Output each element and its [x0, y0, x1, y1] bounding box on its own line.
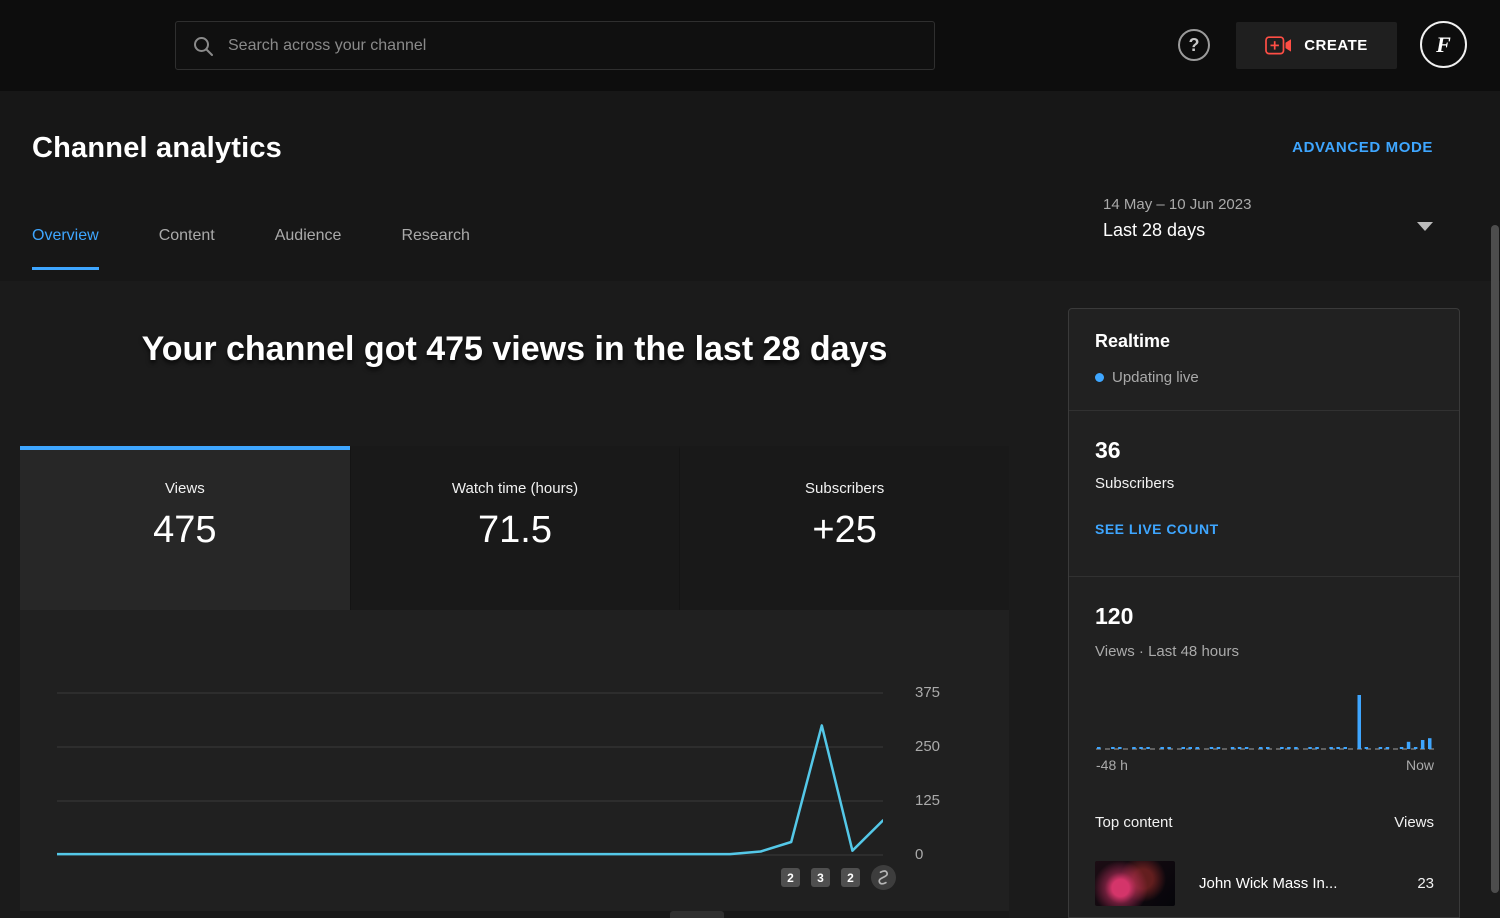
see-live-count-link[interactable]: SEE LIVE COUNT [1095, 521, 1219, 537]
realtime-subscribers-value: 36 [1095, 437, 1121, 463]
y-tick-label: 250 [915, 738, 941, 755]
y-tick-label: 0 [915, 846, 924, 863]
shorts-marker-badge[interactable] [871, 865, 896, 890]
realtime-card: Realtime Updating live 36 Subscribers SE… [1068, 308, 1460, 918]
realtime-subscribers-label: Subscribers [1095, 475, 1175, 492]
metric-card-views[interactable]: Views 475 [20, 446, 350, 610]
search-box[interactable] [175, 21, 935, 70]
page-title: Channel analytics [32, 132, 282, 164]
video-views: 23 [1417, 875, 1434, 892]
realtime-title: Realtime [1095, 331, 1171, 351]
date-range-picker[interactable]: 14 May – 10 Jun 2023 Last 28 days [1103, 196, 1443, 241]
axis-label-start: -48 h [1096, 757, 1128, 773]
top-content-label: Top content [1095, 814, 1173, 831]
topbar: ? CREATE F [0, 0, 1500, 91]
realtime-views-value: 120 [1095, 603, 1134, 629]
chart-marker-badges: 2 3 2 [781, 868, 860, 887]
x-axis-scroll-cut [20, 911, 1009, 918]
analytics-tabs: Overview Content Audience Research [32, 227, 470, 270]
metric-label: Watch time (hours) [451, 480, 579, 497]
realtime-views-label: Views · Last 48 hours [1095, 643, 1239, 660]
tab-overview[interactable]: Overview [32, 227, 99, 270]
create-button[interactable]: CREATE [1236, 22, 1397, 69]
metric-label: Subscribers [805, 480, 885, 497]
chart-marker-badge[interactable]: 3 [811, 868, 830, 887]
advanced-mode-link[interactable]: ADVANCED MODE [1292, 139, 1433, 156]
realtime-status-text: Updating live [1112, 369, 1199, 386]
live-dot-icon [1095, 373, 1104, 382]
search-icon [192, 35, 214, 57]
top-content-item[interactable]: John Wick Mass In... 23 [1095, 861, 1434, 906]
shorts-icon [877, 870, 890, 885]
metric-card-subscribers[interactable]: Subscribers +25 [679, 446, 1009, 610]
avatar[interactable]: F [1420, 21, 1467, 68]
overview-panel: Views 475 Watch time (hours) 71.5 Subscr… [20, 446, 1009, 918]
metric-value: 71.5 [478, 509, 552, 551]
metric-value: 475 [153, 509, 217, 551]
avatar-letter: F [1436, 31, 1451, 57]
top-content-views-label: Views [1394, 814, 1434, 831]
divider [1069, 410, 1459, 411]
realtime-bar-chart [1096, 695, 1434, 750]
video-thumbnail [1095, 861, 1175, 906]
tab-audience[interactable]: Audience [274, 227, 342, 244]
metric-label: Views [164, 480, 205, 497]
search-input[interactable] [228, 36, 934, 55]
metric-cards: Views 475 Watch time (hours) 71.5 Subscr… [20, 446, 1009, 610]
realtime-status: Updating live [1095, 369, 1199, 386]
x-axis-scroll-handle[interactable] [670, 911, 724, 918]
views-line-chart [57, 692, 883, 856]
create-button-label: CREATE [1304, 37, 1368, 54]
y-tick-label: 125 [915, 792, 941, 809]
video-camera-plus-icon [1265, 36, 1292, 55]
top-content-header: Top content Views [1095, 814, 1434, 831]
help-button[interactable]: ? [1178, 29, 1210, 61]
tab-content[interactable]: Content [158, 227, 215, 244]
realtime-axis: -48 h Now [1096, 757, 1434, 773]
video-title: John Wick Mass In... [1199, 875, 1338, 892]
help-icon: ? [1188, 34, 1200, 55]
page-scrollbar[interactable] [1491, 225, 1499, 893]
metric-value: +25 [812, 509, 877, 551]
date-range-text: 14 May – 10 Jun 2023 [1103, 196, 1252, 213]
divider [1069, 576, 1459, 577]
date-preset-text: Last 28 days [1103, 220, 1206, 240]
views-headline: Your channel got 475 views in the last 2… [141, 330, 888, 368]
y-tick-label: 375 [915, 684, 941, 701]
analytics-header: Channel analytics ADVANCED MODE 14 May –… [0, 91, 1500, 281]
chart-marker-badge[interactable]: 2 [841, 868, 860, 887]
axis-label-end: Now [1405, 757, 1434, 773]
chart-marker-badge[interactable]: 2 [781, 868, 800, 887]
chevron-down-icon [1417, 222, 1433, 231]
tab-research[interactable]: Research [401, 227, 470, 244]
metric-card-watch-time[interactable]: Watch time (hours) 71.5 [349, 446, 680, 610]
